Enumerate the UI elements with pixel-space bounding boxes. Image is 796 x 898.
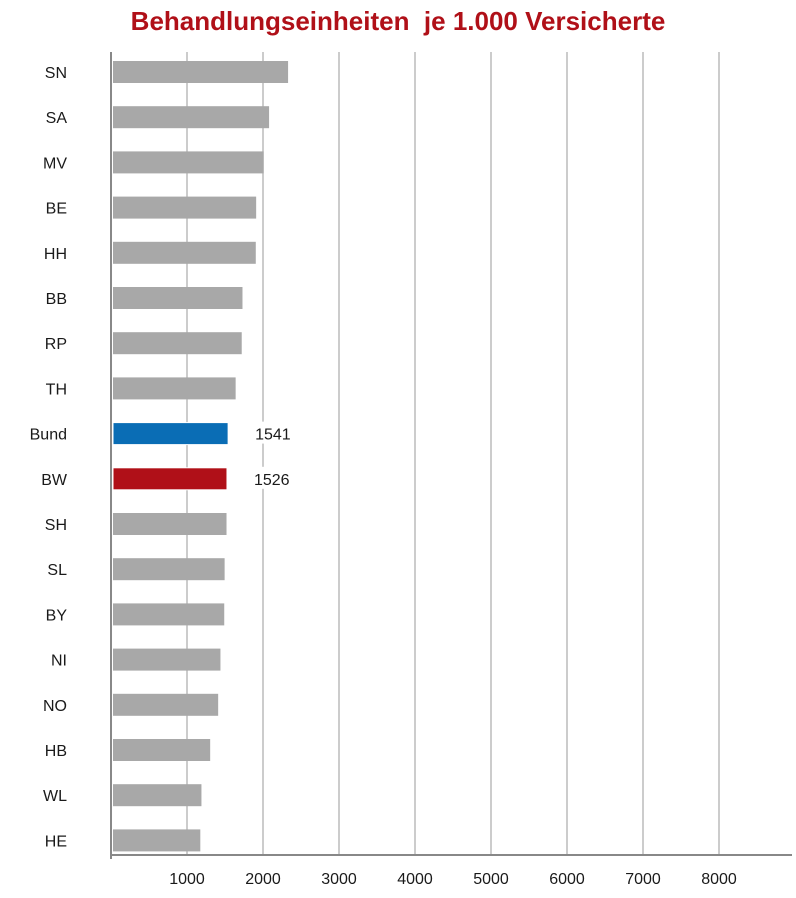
- category-label-th: TH: [46, 381, 67, 398]
- category-labels: SN SA MV BE HH BB RP TH Bund BW SH SL BY NI NO HB WL HE: [30, 65, 68, 850]
- category-label-wl: WL: [43, 788, 67, 805]
- category-label-rp: RP: [45, 336, 67, 353]
- bar-th: [113, 377, 236, 400]
- x-tick-label-2000: 2000: [245, 871, 281, 888]
- bar-bb: [113, 287, 243, 309]
- data-label-bund: 1541: [255, 427, 291, 444]
- tick-labels: 1000 2000 3000 4000 5000 6000 7000 8000: [169, 871, 737, 888]
- data-label-bg-bw: [249, 466, 296, 489]
- bar-mv: [113, 151, 264, 174]
- bar-bw: [112, 467, 228, 491]
- x-tick-label-8000: 8000: [701, 871, 737, 888]
- category-label-bw: BW: [41, 472, 68, 489]
- bar-bund: [112, 422, 229, 446]
- x-tick-label-1000: 1000: [169, 871, 205, 888]
- axes: [110, 52, 792, 859]
- data-label-bw: 1526: [254, 472, 290, 489]
- category-label-sh: SH: [45, 517, 67, 534]
- data-labels: 1541 1526: [249, 421, 298, 489]
- bar-by: [113, 603, 225, 626]
- category-label-by: BY: [46, 607, 68, 624]
- bar-wl: [113, 784, 202, 807]
- chart-title: Behandlungseinheiten je 1.000 Versichert…: [130, 6, 666, 36]
- category-label-sn: SN: [45, 65, 67, 82]
- category-label-bb: BB: [46, 291, 67, 308]
- category-label-ni: NI: [51, 653, 67, 670]
- category-label-no: NO: [43, 698, 67, 715]
- bar-hb: [113, 739, 211, 761]
- x-tick-label-7000: 7000: [625, 871, 661, 888]
- category-label-he: HE: [45, 833, 67, 850]
- bars: [112, 61, 289, 852]
- category-label-sl: SL: [47, 562, 67, 579]
- bar-be: [113, 196, 257, 219]
- data-label-bg-bund: [251, 421, 298, 444]
- bar-ni: [113, 648, 221, 671]
- category-label-be: BE: [46, 201, 67, 218]
- category-label-mv: MV: [43, 155, 67, 172]
- x-tick-label-3000: 3000: [321, 871, 357, 888]
- bar-sn: [113, 61, 289, 83]
- bar-sa: [113, 106, 270, 129]
- bar-he: [113, 829, 201, 852]
- bar-hh: [113, 241, 256, 264]
- category-label-sa: SA: [46, 110, 68, 127]
- x-tick-label-6000: 6000: [549, 871, 585, 888]
- category-label-hb: HB: [45, 743, 67, 760]
- grid-lines: [186, 52, 720, 855]
- bar-sl: [113, 558, 225, 581]
- category-label-bund: Bund: [30, 427, 67, 444]
- bar-no: [113, 693, 219, 716]
- x-tick-label-4000: 4000: [397, 871, 433, 888]
- bar-sh: [113, 513, 227, 535]
- x-tick-label-5000: 5000: [473, 871, 509, 888]
- category-label-hh: HH: [44, 246, 67, 263]
- bar-rp: [113, 332, 242, 355]
